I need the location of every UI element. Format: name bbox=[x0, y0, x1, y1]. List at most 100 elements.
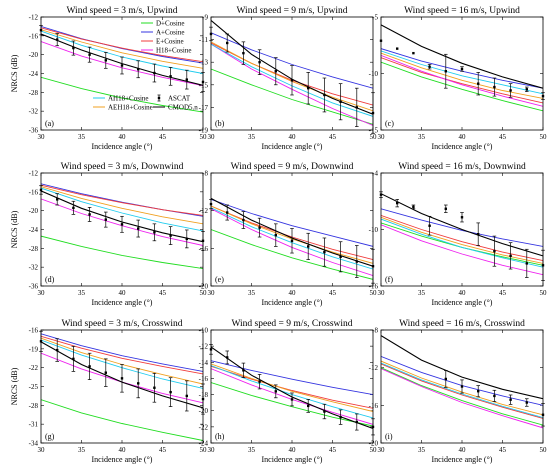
x-axis-label: Incidence angle (°) bbox=[432, 298, 493, 307]
y-tick-label: -12 bbox=[199, 343, 209, 351]
series-line bbox=[381, 214, 543, 262]
series-line bbox=[381, 193, 543, 257]
ascat-point bbox=[242, 218, 245, 222]
ascat-errorbar bbox=[225, 350, 229, 365]
y-tick-label: -16 bbox=[29, 327, 39, 335]
ascat-point bbox=[185, 237, 188, 241]
ascat-errorbar bbox=[460, 379, 464, 394]
ascat-point bbox=[493, 85, 496, 89]
x-tick-label: 45 bbox=[159, 446, 167, 454]
ascat-errorbar bbox=[55, 33, 59, 47]
y-tick-label: -9 bbox=[202, 14, 208, 22]
ascat-point bbox=[323, 93, 326, 97]
ascat-errorbar bbox=[71, 200, 76, 215]
ascat-errorbar bbox=[87, 207, 92, 222]
ascat-point bbox=[56, 38, 59, 41]
ascat-errorbar bbox=[120, 215, 124, 233]
ascat-errorbar bbox=[136, 219, 140, 238]
series-line bbox=[381, 61, 543, 112]
ascat-errorbar bbox=[338, 409, 343, 425]
panel-label: (g) bbox=[45, 432, 55, 441]
legend-item: D+Cosine bbox=[156, 20, 184, 28]
panel-label: (d) bbox=[45, 275, 55, 284]
ascat-errorbar bbox=[152, 223, 157, 242]
ascat-errorbar bbox=[460, 66, 464, 72]
y-tick-label: -12 bbox=[29, 14, 39, 22]
ascat-point bbox=[137, 227, 140, 230]
x-tick-label: 35 bbox=[78, 289, 86, 297]
x-tick-label: 45 bbox=[499, 133, 507, 141]
ascat-point bbox=[444, 207, 447, 210]
plot-frame bbox=[380, 16, 544, 131]
ascat-errorbar bbox=[136, 60, 140, 79]
ascat-errorbar bbox=[476, 222, 480, 246]
ascat-errorbar bbox=[427, 64, 432, 70]
series-line bbox=[211, 198, 373, 247]
series-group bbox=[211, 346, 373, 430]
y-tick-label: -14 bbox=[199, 359, 209, 367]
legend-item: AEH18+Cosine bbox=[108, 104, 153, 112]
ascat-point bbox=[509, 89, 512, 92]
ascat-point bbox=[412, 51, 415, 55]
ascat-point bbox=[104, 371, 107, 374]
ascat-point bbox=[477, 390, 480, 393]
y-axis-label: NRCS (dB) bbox=[10, 210, 19, 248]
ascat-point bbox=[477, 82, 480, 85]
ascat-point bbox=[493, 249, 496, 253]
ascat-errorbar bbox=[411, 204, 416, 210]
chart-title: Wind speed = 9 m/s, Upwind bbox=[236, 6, 347, 16]
series-line bbox=[381, 50, 543, 95]
ascat-point bbox=[72, 357, 75, 361]
ascat-errorbar bbox=[492, 77, 497, 97]
chart-panel: Wind speed = 3 m/s, Downwind 30 35 40 45 50 -1… bbox=[10, 162, 207, 307]
y-tick-label: -24 bbox=[29, 226, 39, 234]
series-line bbox=[211, 360, 373, 396]
ascat-errorbar bbox=[71, 40, 76, 56]
ascat-errorbar bbox=[492, 389, 497, 402]
ascat-point bbox=[339, 255, 342, 259]
y-tick-label: -10 bbox=[369, 226, 379, 234]
x-tick-label: 40 bbox=[459, 289, 467, 297]
panel-label: (i) bbox=[385, 432, 393, 441]
x-axis-label: Incidence angle (°) bbox=[262, 142, 323, 151]
ascat-point bbox=[412, 205, 415, 209]
y-tick-label: -19 bbox=[29, 345, 39, 353]
y-tick-label: -28 bbox=[29, 245, 39, 253]
ascat-point bbox=[396, 47, 399, 50]
series-line bbox=[381, 52, 543, 99]
y-tick-label: -20 bbox=[29, 51, 39, 59]
series-line bbox=[41, 29, 203, 69]
ascat-point bbox=[242, 369, 245, 372]
ascat-errorbar bbox=[476, 72, 480, 96]
x-tick-label: 50 bbox=[370, 133, 378, 141]
ascat-errorbar bbox=[290, 392, 294, 407]
x-tick-label: 35 bbox=[248, 289, 256, 297]
ascat-errorbar bbox=[395, 199, 399, 208]
x-tick-label: 45 bbox=[159, 289, 167, 297]
ascat-point bbox=[444, 377, 447, 381]
ascat-point bbox=[258, 226, 261, 229]
y-tick-label: -15 bbox=[369, 127, 379, 135]
ascat-errorbar bbox=[444, 53, 448, 89]
series-line bbox=[381, 367, 543, 426]
panel-label: (e) bbox=[215, 275, 224, 284]
y-axis-label: NRCS (dB) bbox=[10, 367, 19, 405]
series-line bbox=[41, 183, 203, 217]
plot-frame bbox=[210, 172, 374, 287]
x-axis-label: Incidence angle (°) bbox=[92, 142, 153, 151]
ascat-errorbar bbox=[120, 364, 124, 393]
series-line bbox=[381, 368, 543, 429]
ascat-point bbox=[72, 206, 75, 210]
y-tick-label: -20 bbox=[369, 440, 379, 448]
y-tick-label: -32 bbox=[29, 264, 39, 272]
y-tick-label: -31 bbox=[29, 421, 39, 429]
y-tick-label: -16 bbox=[199, 375, 209, 383]
y-tick-label: -16 bbox=[369, 402, 379, 410]
ascat-errorbar bbox=[168, 377, 173, 407]
ascat-point bbox=[444, 70, 447, 73]
x-tick-label: 50 bbox=[540, 446, 548, 454]
y-tick-label: -36 bbox=[29, 283, 39, 291]
y-tick-label: -28 bbox=[29, 402, 39, 410]
